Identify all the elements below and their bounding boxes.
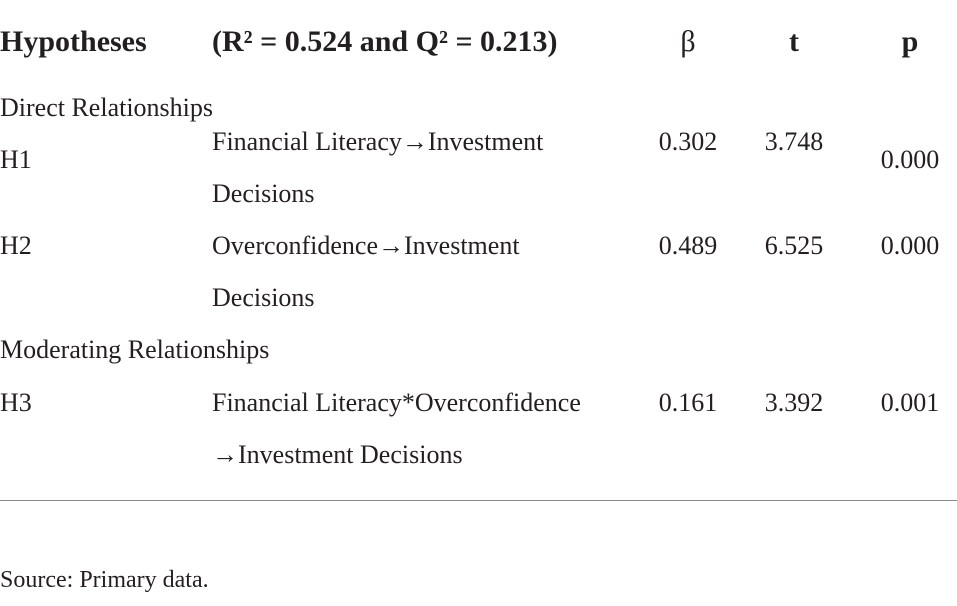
cell: 0.302	[658, 127, 718, 156]
cell: 0.161	[658, 388, 718, 417]
cell: 0.001	[880, 388, 940, 417]
footnote: Source: Primary data.	[0, 567, 209, 593]
header-cell: β	[680, 25, 696, 58]
cell: 0.000	[880, 145, 940, 174]
cell: Overconfidence→Investment Decisions	[212, 231, 520, 312]
cell: Financial Literacy→Investment Decisions	[212, 127, 544, 208]
cell: Financial Literacy*Overconfidence →Inves…	[212, 388, 581, 469]
section-title: Direct Relationships	[0, 93, 214, 122]
header-cell: p	[901, 25, 919, 58]
cell: 0.489	[658, 231, 718, 260]
cell: 0.000	[880, 231, 940, 260]
header-cell: Hypotheses	[0, 25, 147, 58]
section-title: Moderating Relationships	[0, 335, 270, 364]
header-cell: (R² = 0.524 and Q² = 0.213)	[212, 25, 558, 58]
cell: 6.525	[764, 231, 824, 260]
cell: H3	[0, 388, 32, 417]
cell: H2	[0, 231, 32, 260]
table-rule	[0, 500, 957, 501]
cell: 3.748	[764, 127, 824, 156]
cell: H1	[0, 145, 32, 174]
header-cell: t	[789, 25, 799, 58]
cell: 3.392	[764, 388, 824, 417]
